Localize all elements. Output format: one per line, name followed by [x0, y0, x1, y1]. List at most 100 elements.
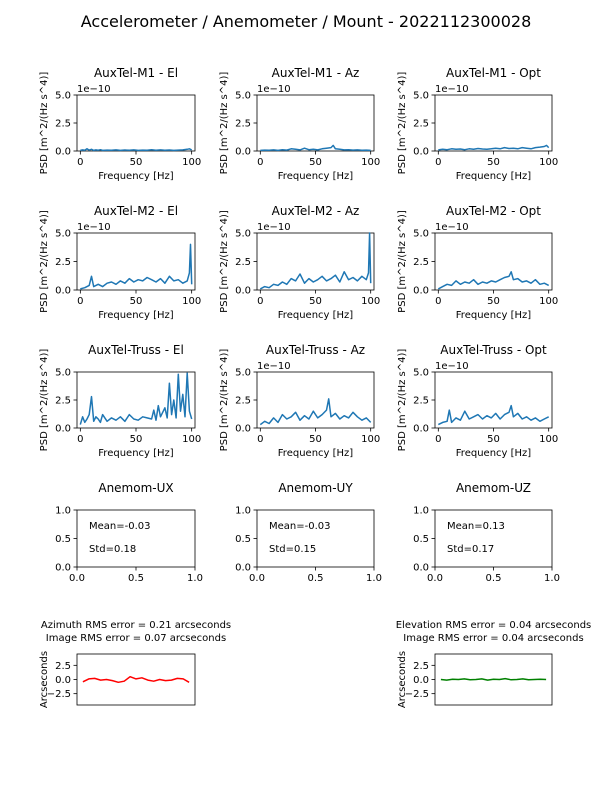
chart-3-title: AuxTel-M2 - El [94, 204, 178, 218]
chart-3-x-tick-label: 100 [182, 296, 201, 307]
chart-3-y-tick-label: 5.0 [55, 229, 71, 240]
chart-8-x-tick-label: 100 [539, 434, 558, 445]
chart-8-y-axis-label: PSD [m^2/(Hz s^4)] [397, 349, 408, 452]
chart-6-series-line-0 [79, 372, 193, 425]
chart-2-x-tick-label: 50 [487, 157, 500, 168]
chart-11-x-tick-label: 0.0 [427, 573, 443, 584]
chart-7-series-line-0 [259, 398, 372, 426]
chart-9-mean-label: Mean=-0.03 [89, 521, 151, 532]
chart-2-y-axis-label: PSD [m^2/(Hz s^4)] [397, 72, 408, 175]
chart-1-series-line-0 [260, 144, 371, 152]
chart-4-title: AuxTel-M2 - Az [272, 204, 360, 218]
chart-12-title-line-1: Azimuth RMS error = 0.21 arcseconds [41, 620, 231, 631]
chart-3-x-axis-label: Frequency [Hz] [98, 310, 174, 321]
chart-2-y-tick-label: 2.5 [413, 119, 429, 130]
chart-8-y-tick-label: 2.5 [413, 396, 429, 407]
chart-4-y-tick-label: 0.0 [235, 286, 251, 297]
chart-5-y-tick-label: 2.5 [413, 257, 429, 268]
chart-0-x-axis-label: Frequency [Hz] [98, 171, 174, 182]
chart-5-y-tick-label: 0.0 [413, 286, 429, 297]
chart-1-x-tick-label: 50 [309, 157, 322, 168]
chart-10-x-tick-label: 0.0 [249, 573, 265, 584]
chart-7-x-axis-label: Frequency [Hz] [278, 448, 354, 459]
chart-6-y-tick-label: 0.0 [55, 424, 71, 435]
chart-10-x-tick-label: 1.0 [366, 573, 382, 584]
chart-11-axes-frame [434, 509, 553, 568]
chart-1-x-tick-label: 0 [257, 157, 263, 168]
chart-10-y-tick-label: 0.5 [235, 534, 251, 545]
chart-4-y-tick-label: 2.5 [235, 257, 251, 268]
chart-12-y-tick-label: 0.0 [55, 675, 71, 686]
chart-1-offset-text: 1e−10 [257, 84, 291, 95]
chart-6-y-axis-label: PSD [m^2/(Hz s^4)] [39, 349, 50, 452]
chart-9-x-tick-label: 1.0 [187, 573, 203, 584]
chart-4-x-tick-label: 0 [257, 296, 263, 307]
chart-13-title-line-1: Elevation RMS error = 0.04 arcseconds [396, 620, 592, 631]
chart-8-offset-text: 1e−10 [435, 361, 469, 372]
chart-11-y-tick-label: 0.5 [413, 534, 429, 545]
chart-7-title: AuxTel-Truss - Az [266, 343, 365, 357]
chart-3-x-tick-label: 50 [130, 296, 143, 307]
chart-2-x-tick-label: 0 [435, 157, 441, 168]
chart-1-y-axis-label: PSD [m^2/(Hz s^4)] [219, 72, 230, 175]
chart-0-y-tick-label: 0.0 [55, 147, 71, 158]
chart-3-y-tick-label: 0.0 [55, 286, 71, 297]
chart-9-axes-frame [76, 509, 196, 568]
chart-13-y-tick-label: 2.5 [413, 661, 429, 672]
chart-1-x-tick-label: 100 [361, 157, 380, 168]
chart-13-y-tick-label: −2.5 [405, 689, 429, 700]
chart-4-x-axis-label: Frequency [Hz] [278, 310, 354, 321]
chart-6-x-tick-label: 50 [130, 434, 143, 445]
chart-6-y-tick-label: 5.0 [55, 368, 71, 379]
chart-2-x-tick-label: 100 [539, 157, 558, 168]
chart-8-y-tick-label: 5.0 [413, 368, 429, 379]
chart-7-y-tick-label: 0.0 [235, 424, 251, 435]
chart-2-axes-frame [434, 94, 553, 152]
chart-1-axes-frame [256, 94, 375, 152]
chart-8-axes-frame [434, 371, 553, 429]
chart-8-x-axis-label: Frequency [Hz] [456, 448, 532, 459]
chart-7-y-tick-label: 2.5 [235, 396, 251, 407]
chart-4-series-line-0 [259, 232, 372, 290]
chart-6-title: AuxTel-Truss - El [88, 343, 184, 357]
chart-9-title: Anemom-UX [98, 481, 173, 495]
chart-1-y-tick-label: 0.0 [235, 147, 251, 158]
chart-9-y-tick-label: 0.0 [55, 563, 71, 574]
chart-10-axes-frame [256, 509, 375, 568]
chart-10-std-label: Std=0.15 [269, 544, 316, 555]
chart-13-y-axis-label: Arcseconds [397, 651, 408, 708]
chart-0-x-tick-label: 100 [182, 157, 201, 168]
chart-11-x-tick-label: 0.5 [486, 573, 502, 584]
chart-4-x-tick-label: 50 [309, 296, 322, 307]
chart-8-series-line-0 [437, 404, 550, 426]
chart-7-x-tick-label: 100 [361, 434, 380, 445]
chart-10-mean-label: Mean=-0.03 [269, 521, 331, 532]
chart-12-title-line-2: Image RMS error = 0.07 arcseconds [46, 633, 226, 644]
chart-11-title: Anemom-UZ [456, 481, 531, 495]
chart-1-y-tick-label: 2.5 [235, 119, 251, 130]
chart-6-x-tick-label: 100 [182, 434, 201, 445]
chart-10-y-tick-label: 0.0 [235, 563, 251, 574]
chart-1-x-axis-label: Frequency [Hz] [278, 171, 354, 182]
chart-11-std-label: Std=0.17 [447, 544, 494, 555]
chart-3-y-tick-label: 2.5 [55, 257, 71, 268]
chart-0-x-tick-label: 50 [130, 157, 143, 168]
chart-0-axes-frame [76, 94, 196, 152]
chart-2-series-line-0 [438, 144, 550, 151]
chart-7-offset-text: 1e−10 [257, 361, 291, 372]
chart-0-y-axis-label: PSD [m^2/(Hz s^4)] [39, 72, 50, 175]
chart-7-x-tick-label: 50 [309, 434, 322, 445]
chart-5-x-tick-label: 50 [487, 296, 500, 307]
chart-5-series-line-0 [437, 271, 550, 290]
chart-1-y-tick-label: 5.0 [235, 91, 251, 102]
chart-13-series-line-0 [440, 677, 547, 681]
chart-11-x-tick-label: 1.0 [544, 573, 560, 584]
chart-4-x-tick-label: 100 [361, 296, 380, 307]
chart-3-series-line-0 [80, 243, 193, 290]
chart-8-title: AuxTel-Truss - Opt [440, 343, 547, 357]
chart-6-x-tick-label: 0 [77, 434, 83, 445]
chart-12-y-axis-label: Arcseconds [39, 651, 50, 708]
chart-3-x-tick-label: 0 [77, 296, 83, 307]
chart-13-title-line-2: Image RMS error = 0.04 arcseconds [403, 633, 583, 644]
